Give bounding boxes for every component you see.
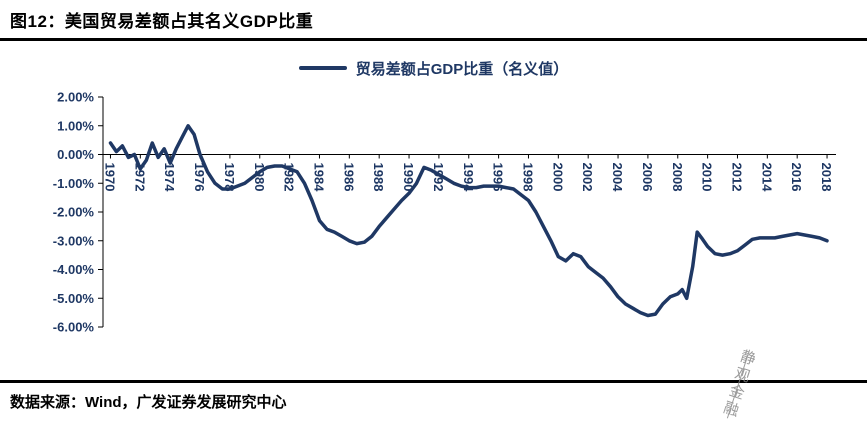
footer: 数据来源：Wind，广发证券发展研究中心 [0, 380, 867, 424]
x-tick-label: 2008 [670, 163, 685, 192]
y-tick-label: -6.00% [53, 320, 95, 335]
x-tick-label: 2014 [759, 163, 774, 193]
x-tick-label: 2006 [640, 163, 655, 192]
line-chart: 2.00% 1.00% 0.00% -1.00% -2.00% -3.00% -4.00% -… [53, 90, 836, 335]
legend-line-swatch [298, 66, 347, 70]
x-tick-label: 2004 [610, 163, 625, 193]
y-tick-label: 1.00% [57, 118, 94, 133]
data-source-text: 数据来源：Wind，广发证券发展研究中心 [10, 394, 287, 411]
trade-balance-line [108, 124, 829, 318]
x-tick-label: 1990 [401, 163, 416, 192]
x-tick-label: 2000 [550, 163, 565, 192]
y-tick-label: -4.00% [53, 262, 95, 277]
x-tick-label: 1978 [222, 163, 237, 192]
x-tick-label: 1986 [341, 163, 356, 192]
header: 图12：美国贸易差额占其名义GDP比重 [0, 0, 867, 41]
x-tick-label: 1976 [192, 163, 207, 192]
x-tick-label: 1996 [491, 163, 506, 192]
y-tick-label: -2.00% [53, 205, 95, 220]
x-tick-label: 1984 [311, 163, 326, 193]
x-tick-label: 1998 [520, 163, 535, 192]
legend: 贸易差额占GDP比重（名义值） [0, 57, 867, 79]
x-tick-label: 1988 [371, 163, 386, 192]
x-tick-label: 1970 [102, 163, 117, 192]
y-tick-label: -1.00% [53, 176, 95, 191]
chart-area: 2.00% 1.00% 0.00% -1.00% -2.00% -3.00% -4.00% -… [0, 83, 867, 355]
x-tick-label: 1992 [431, 163, 446, 192]
x-tick-label: 1972 [132, 163, 147, 192]
x-tick-label: 2012 [729, 163, 744, 192]
legend-label: 贸易差额占GDP比重（名义值） [355, 60, 569, 78]
y-tick-label: 2.00% [57, 90, 94, 105]
y-tick-label: 0.00% [57, 147, 94, 162]
x-tick-label: 2010 [700, 163, 715, 192]
x-tick-label: 1974 [162, 163, 177, 193]
x-tick-label: 1994 [461, 163, 476, 193]
x-tick-label: 2018 [819, 163, 834, 192]
y-tick-label: -5.00% [53, 291, 95, 306]
y-tick-label: -3.00% [53, 233, 95, 248]
x-tick-label: 2002 [580, 163, 595, 192]
page-title: 图12：美国贸易差额占其名义GDP比重 [10, 12, 314, 31]
x-tick-label: 2016 [789, 163, 804, 192]
